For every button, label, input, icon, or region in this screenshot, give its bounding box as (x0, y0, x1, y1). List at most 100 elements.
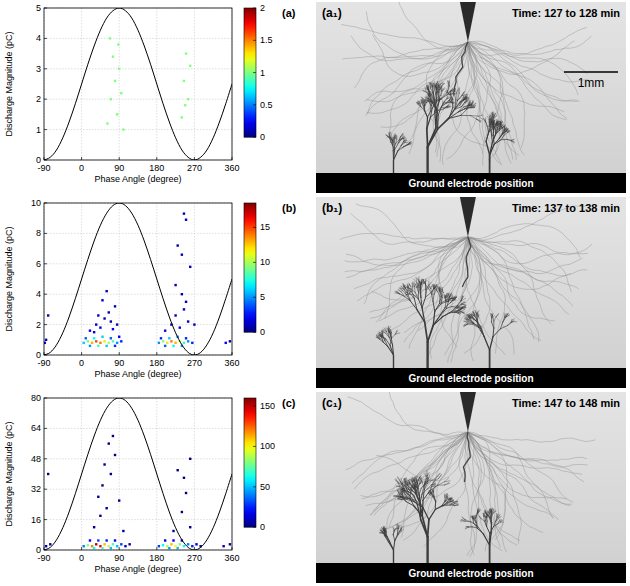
tree-branch (462, 312, 465, 313)
tree-branch (438, 289, 440, 292)
discharge-point (229, 340, 231, 342)
tick-mark (194, 157, 195, 160)
tree-branch (384, 328, 386, 332)
tree-branch (432, 478, 435, 480)
tree-branch (381, 337, 386, 340)
discharge-point (181, 511, 183, 513)
discharge-point (172, 345, 174, 347)
tree-branch (396, 136, 397, 140)
tree-branch (451, 95, 453, 100)
tree-branch (422, 99, 424, 101)
x-tick-label: 360 (224, 358, 239, 368)
tree-branch (425, 477, 426, 482)
tree-branch (453, 297, 456, 299)
tree-branch (493, 129, 495, 136)
discharge-point (95, 340, 97, 342)
tree-branch (389, 337, 392, 345)
tree-branch (464, 323, 467, 324)
tick-mark (232, 547, 233, 550)
tick-mark (44, 203, 47, 204)
tree-branch (485, 118, 486, 122)
discharge-point (89, 345, 91, 347)
discharge-point (82, 342, 84, 344)
tree-branch (455, 312, 458, 314)
tree-branch (504, 129, 505, 132)
discharge-point (174, 342, 176, 344)
tree-channel (468, 432, 522, 544)
discharge-point (49, 543, 51, 545)
tree-branch (467, 315, 470, 318)
tree-branch (396, 136, 397, 139)
tree-branch (445, 303, 451, 308)
tree-branch (423, 102, 425, 105)
tree-branch (455, 505, 459, 507)
tree-branch (425, 100, 426, 102)
tree-branch (441, 91, 443, 96)
tree-channel (397, 2, 468, 50)
discharge-point (105, 290, 107, 292)
grid-line (44, 99, 232, 100)
tree-branch (492, 135, 495, 143)
tree-channel (468, 42, 525, 155)
discharge-point (176, 244, 178, 246)
tree-channel (465, 432, 520, 540)
tree-branch (447, 86, 449, 92)
tree-branch (395, 480, 399, 484)
tree-channel (354, 432, 468, 489)
discharge-point (166, 545, 168, 547)
tree-branch (427, 286, 429, 290)
tree-branch (437, 85, 438, 89)
tree-branch (389, 330, 391, 333)
discharge-point (93, 547, 95, 549)
tree-branch (378, 336, 380, 339)
tree-branch (393, 137, 394, 140)
tree-branch (447, 91, 451, 95)
tree-branch (405, 140, 407, 142)
tree-branch (458, 309, 462, 311)
discharge-point (187, 340, 189, 342)
photo-content (316, 2, 626, 193)
tree-branch (445, 297, 449, 300)
colorbar-tick (253, 8, 256, 9)
tree-branch (434, 289, 436, 295)
tree-branch (402, 490, 404, 491)
discharge-point (99, 515, 101, 517)
tree-branch (461, 298, 465, 301)
tree-branch (500, 122, 501, 125)
tree-branch (442, 101, 443, 104)
tree-branch (414, 299, 417, 310)
tree-branch (400, 482, 402, 485)
tree-channel (351, 36, 468, 61)
tree-branch (411, 287, 412, 292)
tree-branch (435, 304, 441, 312)
tree-branch (462, 307, 465, 309)
panel-letter: (b₁) (322, 201, 342, 215)
tree-branch (389, 330, 391, 333)
discharge-point (225, 342, 227, 344)
tree-branch (418, 284, 419, 287)
tree-branch (430, 491, 432, 493)
tree-channel (345, 237, 468, 262)
tree-branch (502, 125, 504, 127)
tree-branch (462, 307, 465, 309)
y-tick-label: 16 (31, 515, 41, 525)
tree-branch (511, 321, 514, 322)
tick-mark (194, 352, 195, 355)
tree-branch (505, 314, 507, 317)
tree-branch (504, 128, 506, 130)
tree-branch (499, 133, 502, 138)
tree-branch (389, 331, 391, 334)
tree-branch (499, 134, 502, 139)
tick-mark (156, 157, 157, 160)
tree-branch (407, 493, 410, 498)
tick-mark (44, 352, 45, 355)
tree-branch (449, 97, 451, 100)
discharge-point (176, 547, 178, 549)
tree-branch (440, 87, 442, 90)
tree-branch (451, 99, 453, 101)
tree-branch (451, 103, 454, 104)
tree-branch (402, 489, 403, 492)
discharge-point (158, 545, 160, 547)
x-axis-title: Phase Angle (degree) (94, 369, 181, 379)
tree-branch (447, 86, 449, 93)
